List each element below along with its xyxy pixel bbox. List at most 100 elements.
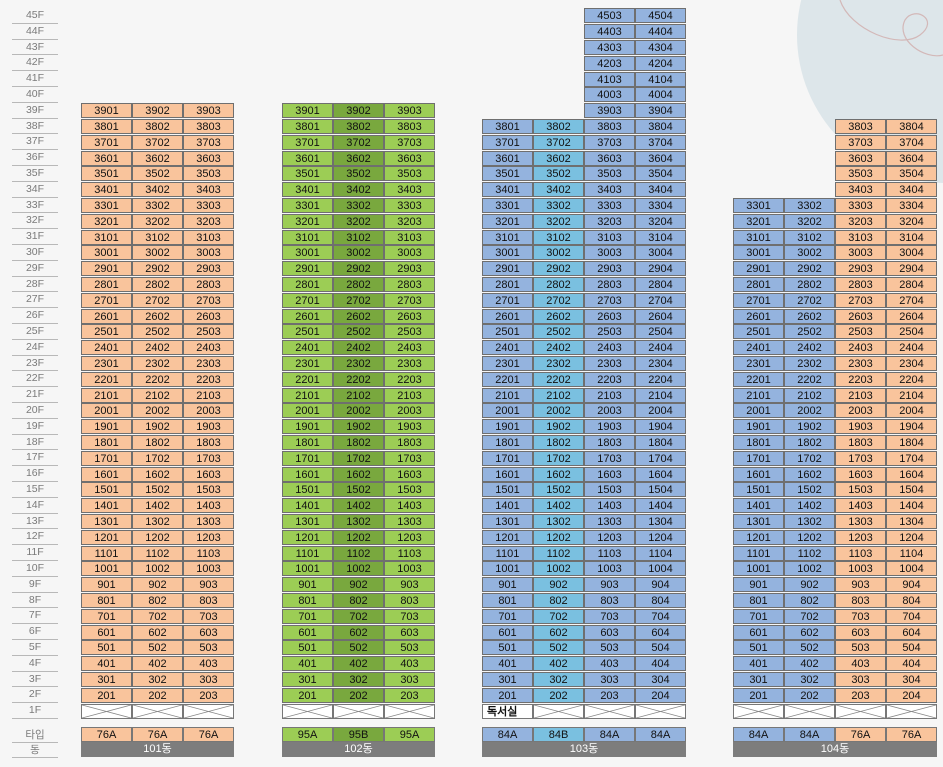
unit-cell[interactable]: 2702 [784,292,835,308]
unit-cell[interactable]: 401 [733,656,784,672]
unit-cell[interactable]: 1301 [81,514,132,529]
unit-cell[interactable]: 1202 [132,529,183,545]
unit-cell[interactable]: 903 [384,577,435,593]
unit-cell[interactable]: 1204 [635,529,686,545]
unit-cell[interactable]: 1102 [784,545,835,561]
unit-cell[interactable]: 2203 [835,371,886,387]
unit-cell[interactable]: 1103 [384,545,435,561]
unit-cell[interactable]: 2103 [835,387,886,403]
unit-cell[interactable]: 2303 [384,356,435,371]
unit-cell[interactable]: 401 [282,656,333,672]
unit-cell[interactable]: 2204 [886,371,937,387]
unit-cell[interactable]: 1901 [282,419,333,435]
unit-cell[interactable]: 2901 [482,261,533,277]
unit-cell[interactable]: 1102 [333,545,384,561]
unit-cell[interactable]: 3202 [132,213,183,229]
unit-cell[interactable]: 202 [784,687,835,703]
unit-cell[interactable]: 1803 [183,435,234,450]
unit-cell[interactable]: 1203 [835,529,886,545]
unit-cell[interactable]: 2904 [635,261,686,277]
unit-cell[interactable]: 502 [784,640,835,656]
unit-cell[interactable]: 304 [635,672,686,687]
unit-cell[interactable]: 603 [183,624,234,640]
unit-cell[interactable]: 2401 [282,340,333,356]
unit-cell[interactable]: 1801 [282,435,333,450]
unit-cell[interactable]: 2403 [584,340,635,356]
unit-cell[interactable]: 3602 [533,150,584,166]
unit-cell[interactable]: 802 [333,593,384,608]
unit-cell[interactable]: 3903 [183,103,234,119]
unit-cell[interactable]: 3802 [533,119,584,134]
unit-cell[interactable]: 1202 [533,529,584,545]
unit-cell[interactable]: 1304 [635,514,686,529]
unit-cell[interactable]: 2102 [784,387,835,403]
unit-cell[interactable]: 302 [132,672,183,687]
unit-cell[interactable]: 3201 [482,213,533,229]
unit-cell[interactable]: 1401 [482,498,533,514]
unit-cell[interactable]: 1103 [183,545,234,561]
unit-cell[interactable]: 403 [584,656,635,672]
unit-cell[interactable]: 1602 [533,466,584,482]
unit-cell[interactable]: 3104 [635,229,686,245]
unit-cell[interactable]: 1502 [784,482,835,498]
unit-cell[interactable]: 303 [384,672,435,687]
unit-cell[interactable]: 3201 [81,213,132,229]
unit-cell[interactable]: 3301 [81,198,132,213]
unit-cell[interactable]: 3102 [132,229,183,245]
unit-cell[interactable]: 3401 [282,182,333,198]
unit-cell[interactable]: 504 [635,640,686,656]
unit-cell[interactable]: 2902 [533,261,584,277]
unit-cell[interactable]: 902 [132,577,183,593]
unit-cell[interactable]: 2003 [183,403,234,419]
unit-cell[interactable]: 602 [132,624,183,640]
unit-cell[interactable]: 601 [81,624,132,640]
unit-cell[interactable]: 1503 [584,482,635,498]
unit-cell[interactable]: 3002 [784,245,835,261]
unit-cell[interactable]: 902 [333,577,384,593]
unit-cell[interactable]: 2502 [333,324,384,340]
unit-cell[interactable]: 3804 [635,119,686,134]
unit-cell[interactable]: 3203 [183,213,234,229]
unit-cell[interactable]: 2202 [533,371,584,387]
unit-cell[interactable]: 3603 [183,150,234,166]
unit-cell[interactable]: 602 [333,624,384,640]
unit-cell[interactable]: 3003 [584,245,635,261]
unit-cell[interactable]: 601 [282,624,333,640]
unit-cell[interactable]: 1601 [282,466,333,482]
unit-cell[interactable]: 3703 [384,134,435,150]
unit-cell[interactable]: 2304 [635,356,686,371]
unit-cell[interactable]: 2802 [784,277,835,292]
unit-cell[interactable]: 3702 [132,134,183,150]
unit-cell[interactable]: 1201 [733,529,784,545]
unit-cell[interactable]: 2002 [533,403,584,419]
unit-cell[interactable]: 2104 [886,387,937,403]
unit-cell[interactable]: 3802 [333,119,384,134]
unit-cell[interactable]: 1902 [784,419,835,435]
unit-cell[interactable]: 402 [533,656,584,672]
unit-cell[interactable]: 902 [533,577,584,593]
unit-cell[interactable]: 1501 [733,482,784,498]
unit-cell[interactable]: 801 [81,593,132,608]
unit-cell[interactable]: 2503 [183,324,234,340]
unit-cell[interactable]: 2601 [482,308,533,324]
unit-cell[interactable]: 1202 [784,529,835,545]
unit-cell[interactable]: 701 [733,608,784,624]
unit-cell[interactable]: 2004 [635,403,686,419]
unit-cell[interactable]: 1602 [132,466,183,482]
unit-cell[interactable]: 3203 [384,213,435,229]
unit-cell[interactable]: 3003 [183,245,234,261]
unit-cell[interactable]: 4004 [635,87,686,103]
unit-cell[interactable]: 804 [886,593,937,608]
unit-cell[interactable]: 3503 [835,166,886,182]
unit-cell[interactable]: 1904 [886,419,937,435]
unit-cell[interactable]: 1002 [132,561,183,577]
unit-cell[interactable]: 3004 [635,245,686,261]
unit-cell[interactable]: 2803 [183,277,234,292]
unit-cell[interactable]: 4404 [635,24,686,40]
unit-cell[interactable]: 3904 [635,103,686,119]
unit-cell[interactable]: 1804 [635,435,686,450]
unit-cell[interactable]: 601 [482,624,533,640]
unit-cell[interactable]: 1601 [482,466,533,482]
unit-cell[interactable]: 2704 [886,292,937,308]
unit-cell[interactable]: 2603 [384,308,435,324]
